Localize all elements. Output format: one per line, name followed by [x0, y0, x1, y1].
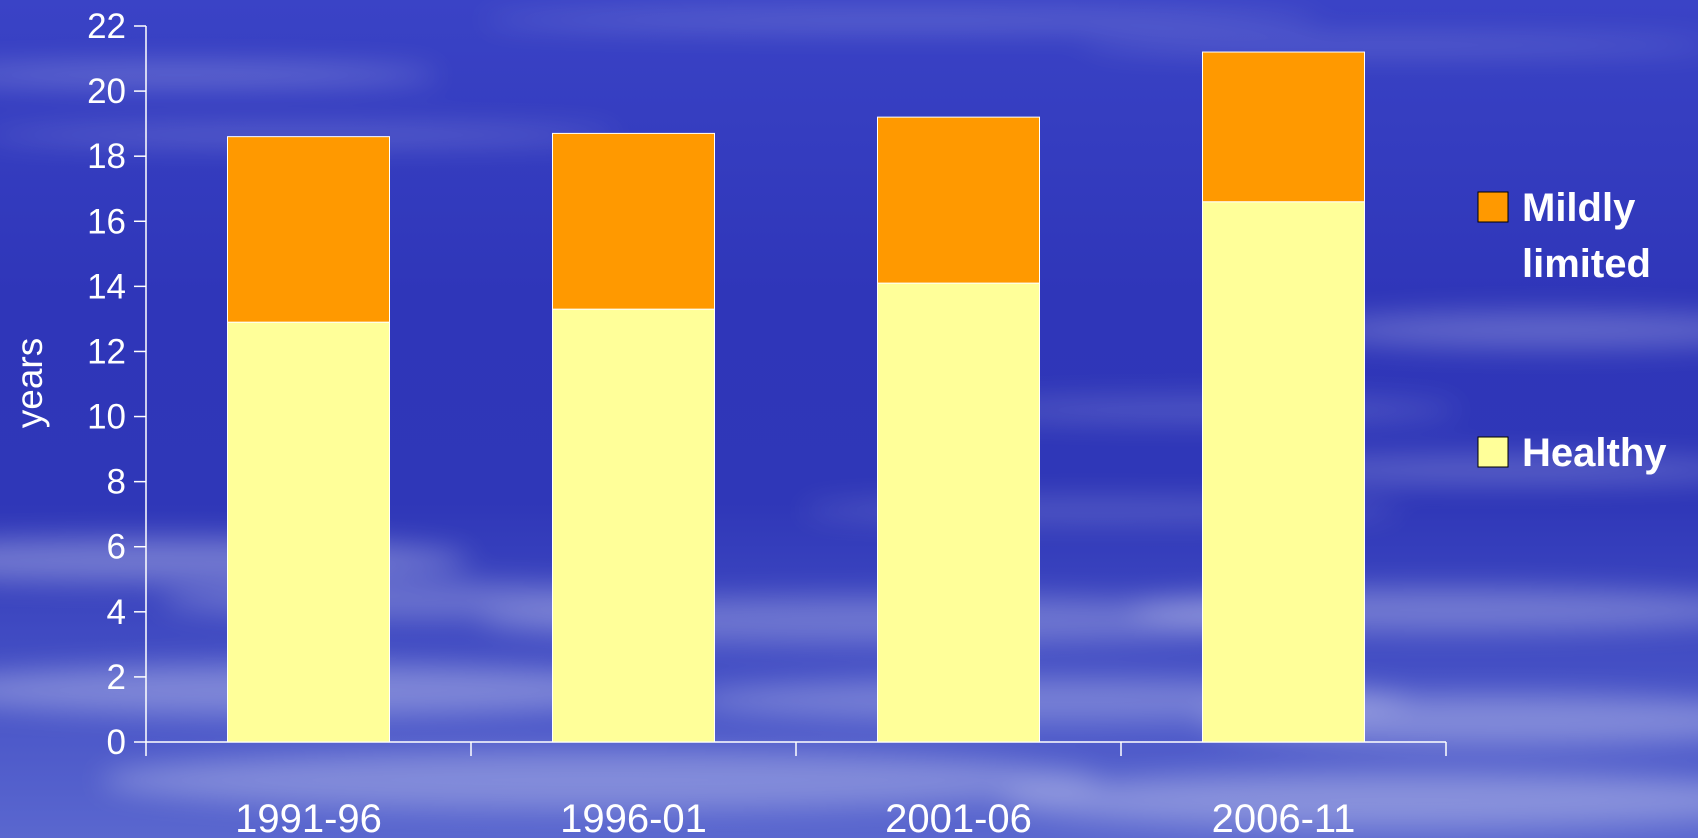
x-tick-label: 1991-96 — [235, 797, 382, 838]
y-tick-label: 0 — [107, 723, 126, 762]
y-tick-label: 8 — [107, 463, 126, 502]
x-tick-label: 2006-11 — [1212, 797, 1356, 838]
y-axis: 0 2 4 6 8 10 12 14 16 18 20 22 — [87, 7, 147, 762]
y-tick-label: 10 — [87, 398, 126, 437]
bar-mildly-limited — [1202, 51, 1365, 203]
y-axis-title: years — [9, 338, 50, 428]
y-tick-label: 2 — [107, 658, 126, 697]
legend-swatch — [1477, 436, 1509, 468]
y-tick-label: 12 — [87, 332, 126, 371]
bars — [227, 51, 1365, 743]
legend: Mildly limited Healthy — [1477, 186, 1667, 475]
legend-swatch — [1477, 191, 1509, 223]
bar-healthy — [877, 282, 1040, 743]
bar-mildly-limited — [552, 132, 715, 310]
y-tick-label: 22 — [87, 7, 126, 46]
y-tick-label: 18 — [87, 137, 126, 176]
bar-healthy — [552, 308, 715, 743]
legend-label: Healthy — [1522, 431, 1667, 475]
x-tick-label: 2001-06 — [885, 797, 1032, 838]
y-tick-label: 4 — [107, 593, 126, 632]
y-tick-label: 14 — [87, 267, 126, 306]
x-axis: 1991-96 1996-01 2001-06 2006-11 — [145, 741, 1447, 838]
legend-label: Mildly — [1522, 186, 1636, 230]
bar-healthy — [1202, 201, 1365, 743]
bar-mildly-limited — [227, 136, 390, 323]
y-tick-label: 16 — [87, 202, 126, 241]
legend-label: limited — [1522, 242, 1651, 286]
x-tick-label: 1996-01 — [560, 797, 707, 838]
bar-mildly-limited — [877, 116, 1040, 284]
y-tick-label: 20 — [87, 72, 126, 111]
y-tick-label: 6 — [107, 528, 126, 567]
bar-healthy — [227, 321, 390, 743]
